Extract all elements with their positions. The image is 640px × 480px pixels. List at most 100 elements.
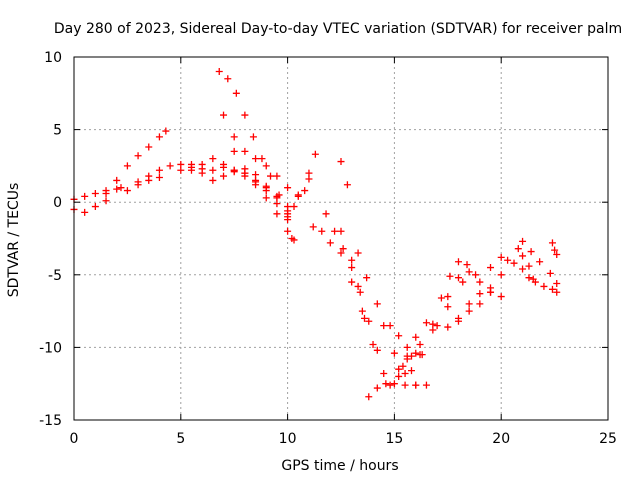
data-point <box>290 203 298 211</box>
data-point <box>354 282 362 290</box>
data-point <box>241 147 249 155</box>
data-point <box>309 223 317 231</box>
data-point <box>407 367 415 375</box>
data-point <box>390 380 398 388</box>
data-point <box>113 185 121 193</box>
data-point <box>525 274 533 282</box>
data-point <box>510 259 518 267</box>
data-point <box>273 210 281 218</box>
data-point <box>252 171 260 179</box>
data-point <box>326 239 334 247</box>
data-point <box>525 262 533 270</box>
x-tick-label: 10 <box>279 431 297 447</box>
y-tick-label: -5 <box>48 268 62 284</box>
data-point <box>224 75 232 83</box>
data-point <box>463 261 471 269</box>
data-point <box>514 245 522 253</box>
data-point <box>252 181 260 189</box>
data-point <box>416 340 424 348</box>
data-point <box>553 250 561 258</box>
data-point <box>454 314 462 322</box>
data-point <box>209 155 217 163</box>
data-point <box>476 278 484 286</box>
x-tick-label: 25 <box>599 431 617 447</box>
data-point <box>187 163 195 171</box>
data-point <box>343 181 351 189</box>
chart-title: Day 280 of 2023, Sidereal Day-to-day VTE… <box>54 21 622 37</box>
data-point <box>390 349 398 357</box>
y-tick-label: -15 <box>39 413 62 429</box>
data-point <box>395 332 403 340</box>
data-point <box>220 160 228 168</box>
data-point <box>433 322 441 330</box>
data-point <box>497 293 505 301</box>
data-point <box>267 172 275 180</box>
data-point <box>348 264 356 272</box>
data-point <box>348 278 356 286</box>
x-tick-label: 20 <box>492 431 510 447</box>
data-point <box>262 162 270 170</box>
data-point <box>497 253 505 261</box>
data-point <box>519 237 527 245</box>
data-point <box>198 169 206 177</box>
data-point <box>166 162 174 170</box>
x-tick-label: 5 <box>176 431 185 447</box>
data-point <box>162 127 170 135</box>
data-point <box>215 68 223 76</box>
data-point <box>529 275 537 283</box>
data-point <box>134 152 142 160</box>
data-point <box>230 168 238 176</box>
data-point <box>123 162 131 170</box>
data-point <box>465 307 473 315</box>
data-point <box>311 150 319 158</box>
data-point <box>305 169 313 177</box>
data-point <box>386 322 394 330</box>
data-point <box>380 322 388 330</box>
data-point <box>437 294 445 302</box>
data-point <box>459 278 467 286</box>
data-point <box>294 192 302 200</box>
data-point <box>220 172 228 180</box>
y-tick-label: 5 <box>53 123 62 139</box>
data-point <box>209 166 217 174</box>
data-point <box>465 268 473 276</box>
data-point <box>446 272 454 280</box>
data-point <box>465 300 473 308</box>
data-point <box>273 172 281 180</box>
x-axis-label: GPS time / hours <box>281 458 398 474</box>
data-point <box>275 191 283 199</box>
data-point <box>365 317 373 325</box>
data-point <box>403 355 411 363</box>
data-point <box>422 319 430 327</box>
data-point <box>429 320 437 328</box>
data-point <box>365 393 373 401</box>
data-point <box>386 381 394 389</box>
y-tick-label: 0 <box>53 195 62 211</box>
data-point <box>548 285 556 293</box>
data-point <box>401 370 409 378</box>
data-point <box>553 280 561 288</box>
data-point <box>373 384 381 392</box>
data-point <box>220 111 228 119</box>
data-point <box>360 314 368 322</box>
data-point <box>249 133 257 141</box>
data-point <box>318 227 326 235</box>
data-point <box>487 264 495 272</box>
data-point <box>177 166 185 174</box>
data-point <box>155 166 163 174</box>
data-point <box>444 323 452 331</box>
data-point <box>145 172 153 180</box>
data-point <box>337 249 345 257</box>
data-point <box>81 192 89 200</box>
data-point <box>102 189 110 197</box>
data-point <box>209 176 217 184</box>
data-point <box>284 216 292 224</box>
data-point <box>145 143 153 151</box>
data-point <box>258 155 266 163</box>
data-point <box>198 160 206 168</box>
data-point <box>358 307 366 315</box>
data-point <box>290 236 298 244</box>
data-point <box>551 246 559 254</box>
data-point <box>444 293 452 301</box>
data-point <box>339 245 347 253</box>
